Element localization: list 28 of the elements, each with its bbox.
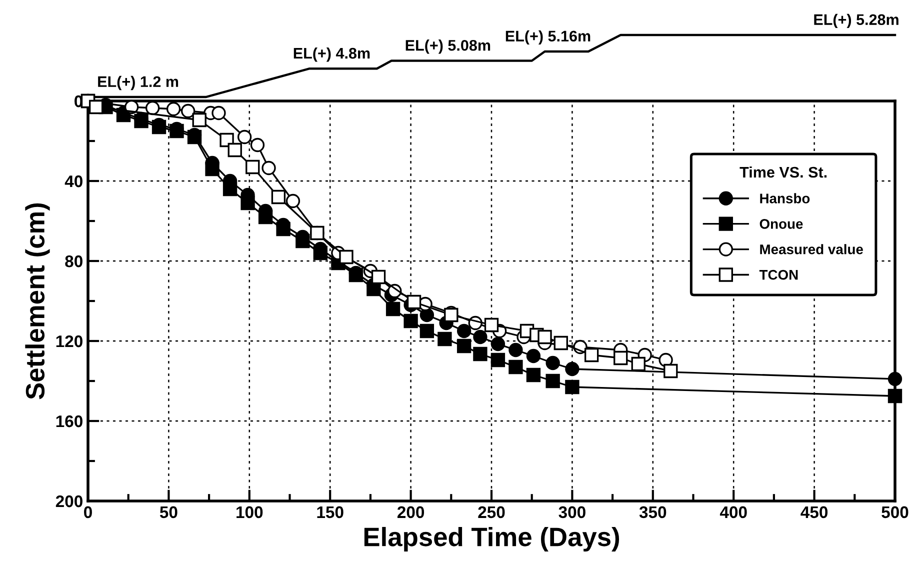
legend-label: Measured value — [760, 244, 863, 254]
y-tick-label: 160 — [56, 415, 82, 428]
x-tick-label: 200 — [397, 506, 424, 518]
x-tick-label: 50 — [160, 506, 178, 518]
y-axis-title: Settlement (cm) — [25, 203, 50, 400]
x-tick-label: 100 — [236, 506, 263, 518]
annotation: EL(+) 1.2 m — [98, 76, 178, 90]
annotation: EL(+) 5.28m — [814, 14, 898, 28]
legend-label: Onoue — [760, 219, 803, 229]
x-tick-label: 150 — [317, 506, 344, 518]
x-axis-title: Elapsed Time (Days) — [364, 526, 620, 552]
x-tick-label: 500 — [882, 506, 908, 518]
annotation: EL(+) 5.16m — [506, 30, 590, 45]
x-tick-label: 0 — [84, 506, 92, 518]
y-tick-label: 120 — [56, 335, 82, 348]
x-tick-label: 450 — [800, 506, 828, 518]
legend-title: Time VS. St. — [740, 166, 827, 178]
legend-label: Hansbo — [760, 193, 810, 204]
x-tick-label: 400 — [720, 506, 747, 518]
x-tick-label: 350 — [639, 506, 666, 518]
x-tick-label: 300 — [558, 506, 586, 518]
x-tick-label: 250 — [478, 506, 505, 518]
legend-label: TCON — [759, 270, 798, 280]
y-tick-label: 200 — [56, 495, 82, 508]
annotation: EL(+) 4.8m — [294, 47, 370, 62]
y-tick-label: 40 — [64, 175, 82, 188]
annotation: EL(+) 5.08m — [406, 40, 490, 54]
y-tick-label: 80 — [65, 255, 82, 268]
